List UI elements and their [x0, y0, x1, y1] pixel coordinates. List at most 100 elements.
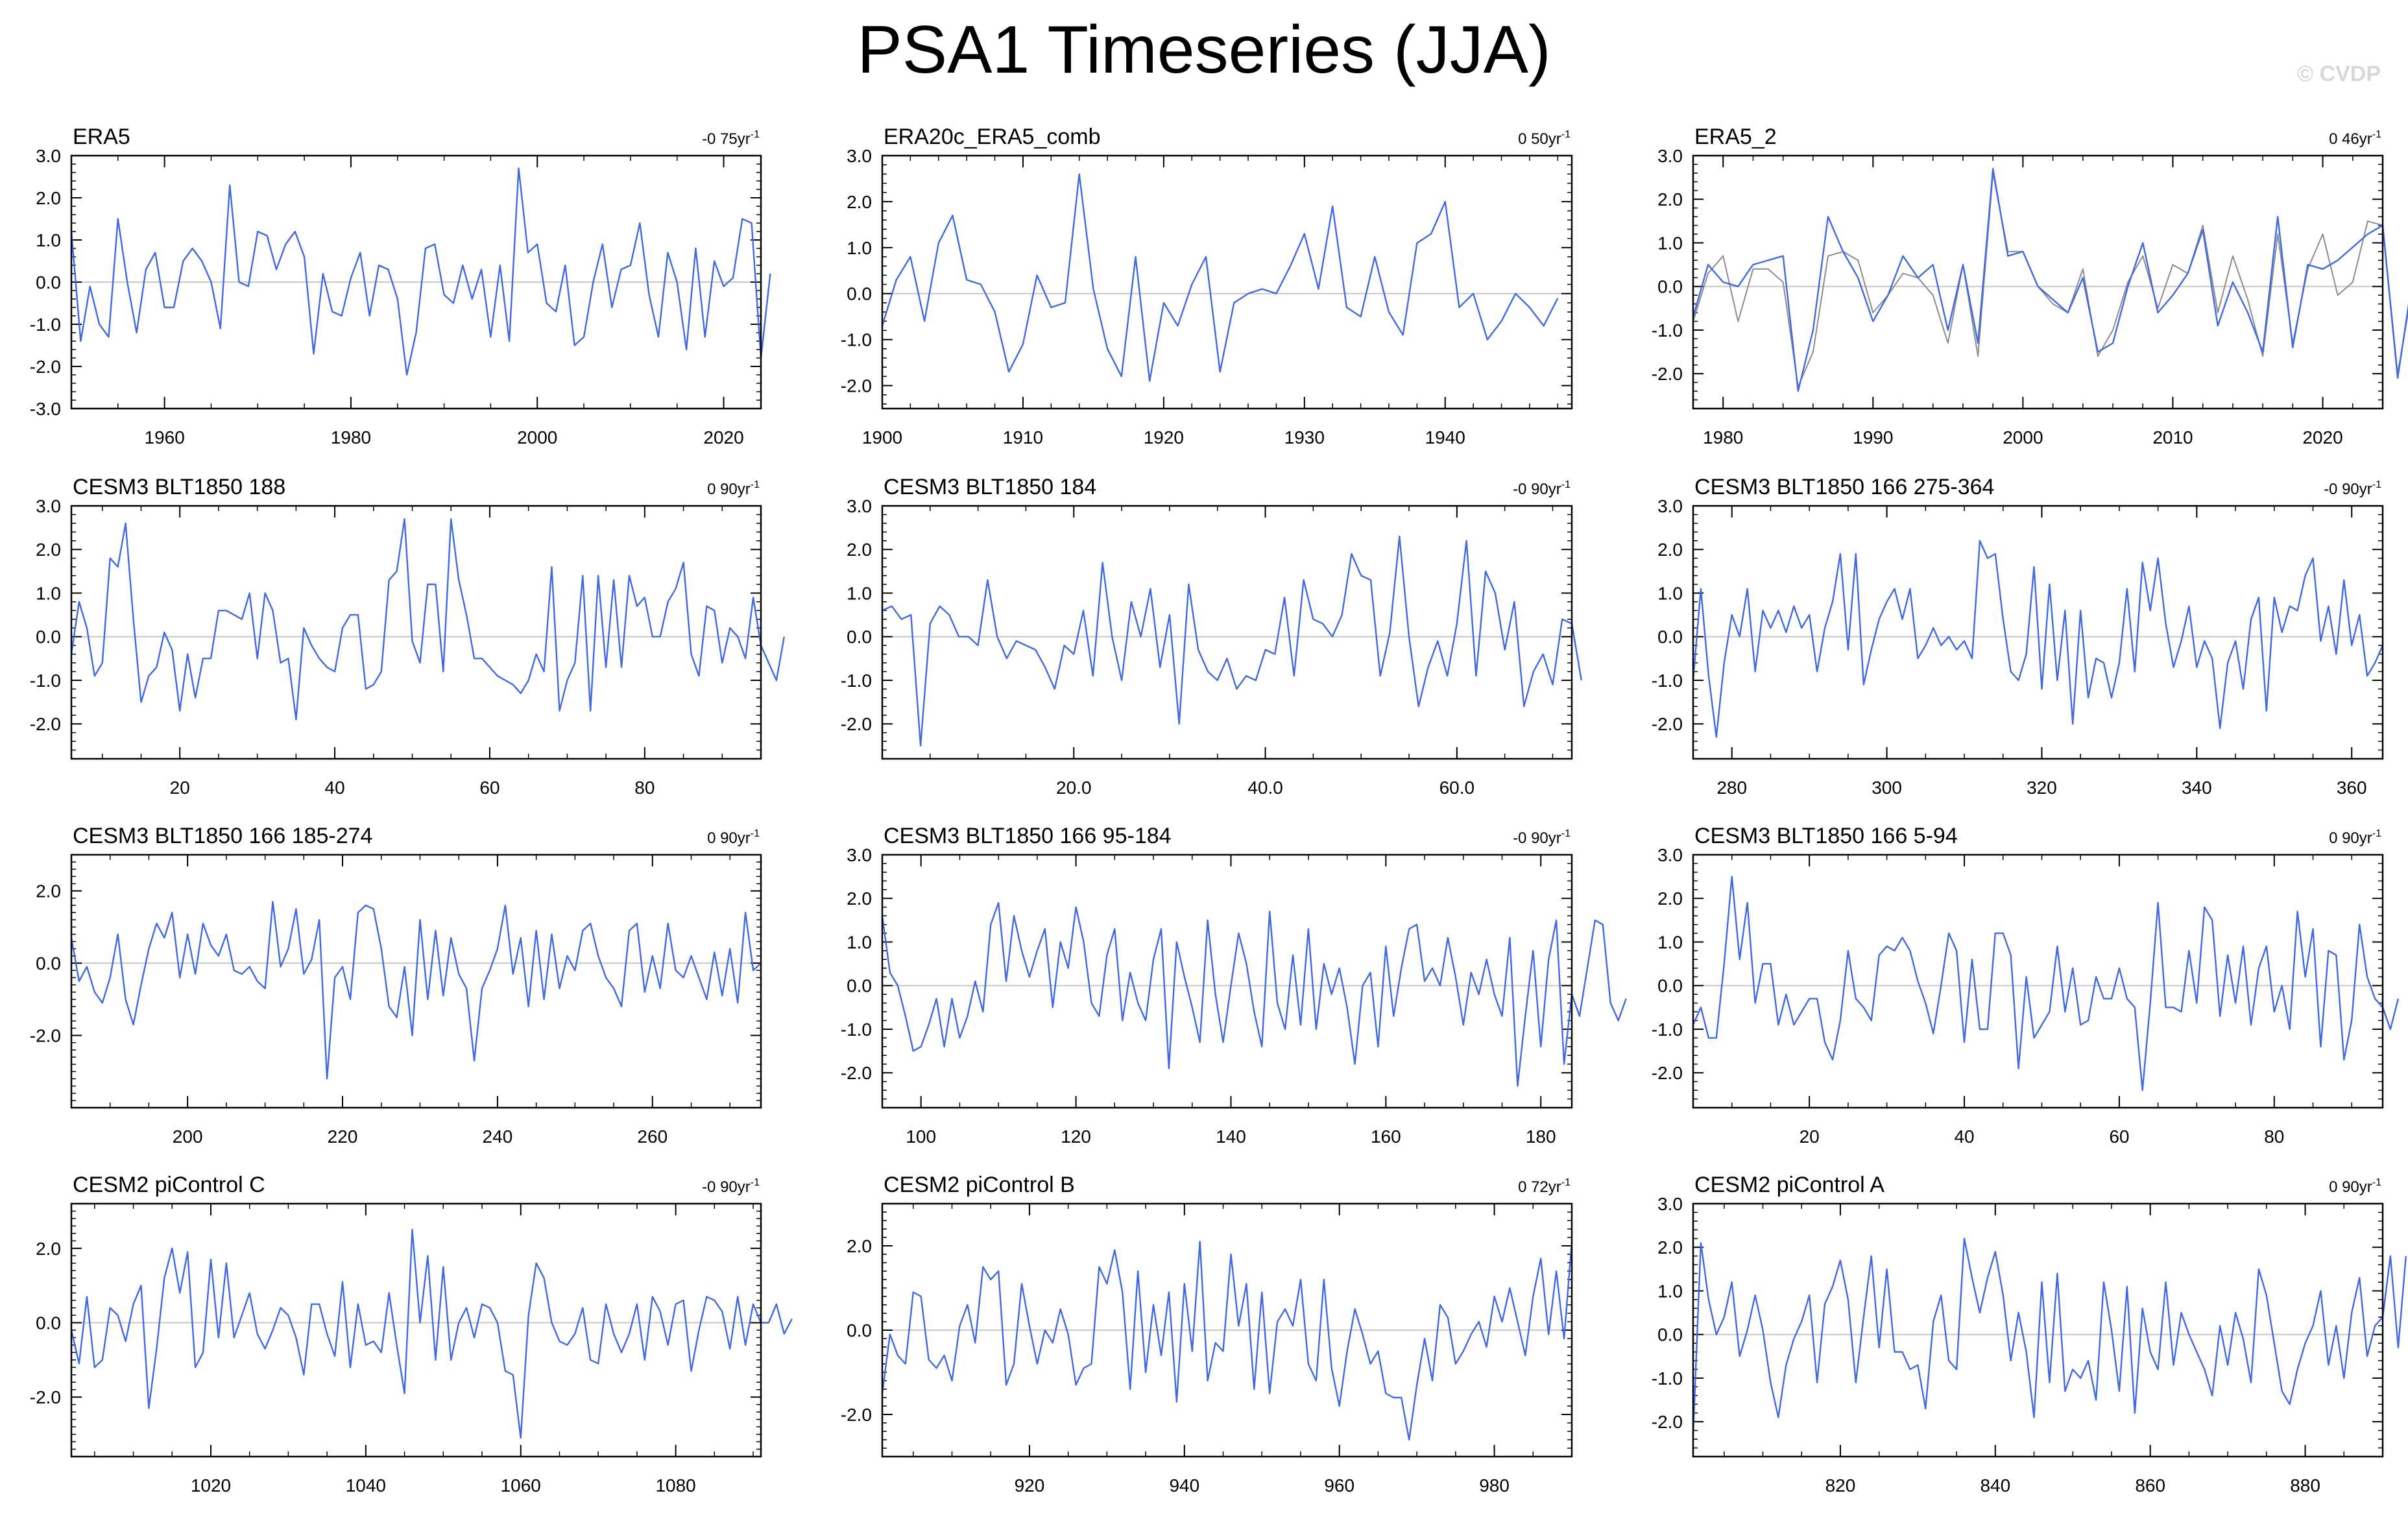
x-tick-label: 40.0	[1247, 778, 1283, 798]
series-line	[881, 1241, 1573, 1441]
x-tick-label: 120	[1061, 1127, 1091, 1147]
y-tick-label: 3.0	[847, 146, 872, 166]
y-tick-label: -2.0	[1652, 714, 1683, 734]
y-tick-label: 3.0	[1657, 1194, 1683, 1214]
x-tick-label: 1990	[1853, 427, 1893, 447]
y-tick-label: 2.0	[36, 188, 61, 208]
x-tick-label: 160	[1371, 1127, 1401, 1147]
chart-panel: CESM3 BLT1850 166 275-364 -0 90yr-1 -2.0 -1…	[1652, 475, 2384, 798]
y-tick-label: 2.0	[847, 192, 872, 212]
x-tick-label: 1980	[1703, 427, 1743, 447]
y-tick-label: 3.0	[1657, 496, 1683, 516]
panel-title: CESM3 BLT1850 184	[884, 475, 1096, 499]
x-tick-label: 1020	[191, 1475, 231, 1496]
y-tick-label: -2.0	[1652, 1063, 1683, 1083]
y-tick-label: 1.0	[1657, 1281, 1683, 1301]
observed-series-line	[1692, 172, 2408, 388]
series-line	[70, 167, 771, 376]
watermark: © CVDP	[2297, 62, 2381, 86]
x-tick-label: 1920	[1144, 427, 1184, 447]
series-line	[70, 1228, 793, 1439]
trend-label: -0 90yr-1	[1513, 479, 1571, 498]
y-tick-label: 3.0	[1657, 845, 1683, 865]
x-tick-label: 1910	[1003, 427, 1043, 447]
y-tick-label: 0.0	[36, 627, 61, 647]
y-tick-label: -1.0	[1652, 320, 1683, 340]
y-tick-label: -2.0	[841, 1405, 872, 1425]
plot-frame	[1692, 1202, 2384, 1458]
y-tick-label: -2.0	[841, 1063, 872, 1083]
y-tick-label: 2.0	[847, 1236, 872, 1256]
y-tick-label: 2.0	[847, 540, 872, 560]
series-line	[1692, 876, 2400, 1091]
y-tick-label: 1.0	[847, 238, 872, 258]
y-tick-label: -1.0	[1652, 1368, 1683, 1389]
y-tick-label: 3.0	[847, 496, 872, 516]
series-line	[1692, 167, 2408, 392]
y-tick-label: 2.0	[847, 888, 872, 909]
chart-panel: ERA5 -0 75yr-1 -3.0 -2.0 -1.0 0.0 1.0 2.0 3.0 196…	[30, 125, 771, 447]
panel-title: CESM3 BLT1850 188	[73, 475, 285, 499]
x-tick-label: 340	[2182, 778, 2212, 798]
y-tick-label: -2.0	[30, 714, 61, 734]
plot-frame	[70, 1202, 762, 1458]
y-tick-label: 2.0	[1657, 1237, 1683, 1258]
panel-title: CESM3 BLT1850 166 185-274	[73, 824, 372, 848]
plot-frame	[70, 154, 762, 410]
x-tick-label: 2010	[2152, 427, 2193, 447]
series-line	[881, 173, 1559, 382]
y-tick-label: 1.0	[847, 932, 872, 952]
y-tick-label: -1.0	[841, 330, 872, 350]
x-tick-label: 20	[170, 778, 190, 798]
y-tick-label: 2.0	[1657, 540, 1683, 560]
y-tick-label: -2.0	[30, 1387, 61, 1407]
x-tick-label: 1980	[331, 427, 371, 447]
y-tick-label: 2.0	[36, 881, 61, 901]
y-tick-label: 0.0	[36, 272, 61, 292]
panel-title: ERA5_2	[1694, 125, 1777, 149]
x-tick-label: 960	[1324, 1475, 1354, 1496]
x-tick-label: 940	[1169, 1475, 1199, 1496]
plot-frame	[70, 505, 762, 760]
trend-label: 0 50yr-1	[1518, 129, 1571, 148]
series-line	[881, 901, 1627, 1087]
series-line	[70, 518, 785, 721]
y-tick-label: -1.0	[30, 315, 61, 335]
series-line	[1692, 540, 2384, 738]
x-tick-label: 280	[1716, 778, 1747, 798]
chart-panel: CESM3 BLT1850 166 5-94 0 90yr-1 -2.0 -1.0 0.…	[1652, 824, 2400, 1147]
chart-panel: CESM3 BLT1850 184 -0 90yr-1 -2.0 -1.0 0.0 1.0…	[841, 475, 1582, 798]
y-tick-label: 1.0	[1657, 932, 1683, 952]
y-tick-label: -1.0	[1652, 1019, 1683, 1040]
y-tick-label: 0.0	[847, 1320, 872, 1341]
y-tick-label: 0.0	[1657, 1325, 1683, 1345]
x-tick-label: 1930	[1284, 427, 1325, 447]
page-title: PSA1 Timeseries (JJA)	[857, 12, 1551, 88]
y-tick-label: -1.0	[841, 671, 872, 691]
x-tick-label: 2000	[2003, 427, 2043, 447]
y-tick-label: 3.0	[36, 146, 61, 166]
x-tick-label: 200	[173, 1127, 203, 1147]
plot-frame	[1692, 154, 2384, 410]
x-tick-label: 880	[2290, 1475, 2320, 1496]
x-tick-label: 20.0	[1056, 778, 1092, 798]
plot-frame	[881, 154, 1573, 410]
y-tick-label: 2.0	[36, 1239, 61, 1259]
x-tick-label: 20	[1800, 1127, 1820, 1147]
plot-frame	[1692, 505, 2384, 760]
plot-frame	[881, 505, 1573, 760]
chart-panel: CESM3 BLT1850 188 0 90yr-1 -2.0 -1.0 0.0 1.0 2…	[30, 475, 785, 798]
x-tick-label: 2020	[2302, 427, 2342, 447]
x-tick-label: 980	[1479, 1475, 1510, 1496]
y-tick-label: -1.0	[30, 671, 61, 691]
x-tick-label: 840	[1980, 1475, 2010, 1496]
trend-label: 0 72yr-1	[1518, 1177, 1571, 1196]
x-tick-label: 60	[2109, 1127, 2129, 1147]
y-tick-label: 1.0	[1657, 583, 1683, 603]
x-tick-label: 60	[479, 778, 500, 798]
panel-title: CESM2 piControl B	[884, 1173, 1075, 1197]
y-tick-label: 1.0	[847, 583, 872, 603]
x-tick-label: 1960	[145, 427, 185, 447]
plot-frame	[1692, 853, 2384, 1109]
x-tick-label: 360	[2337, 778, 2367, 798]
